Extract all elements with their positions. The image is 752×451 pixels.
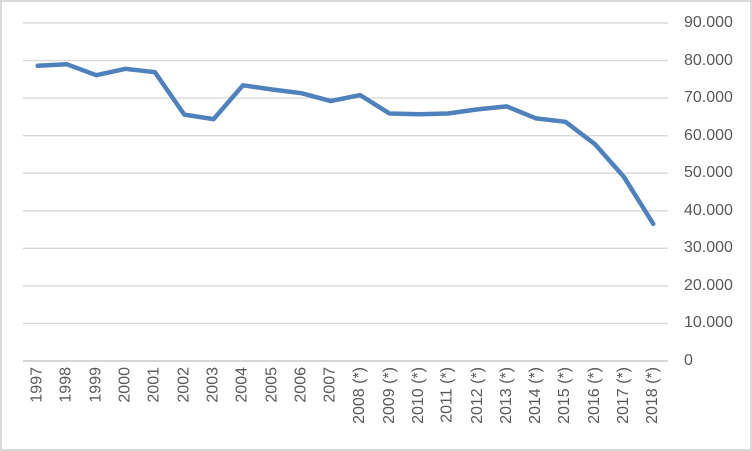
y-tick-label: 40.000 bbox=[684, 201, 733, 219]
data-series-line bbox=[35, 62, 656, 227]
y-tick-label: 30.000 bbox=[684, 239, 733, 257]
x-tick-label: 1999 bbox=[87, 367, 105, 403]
x-tick-label: 1997 bbox=[28, 367, 46, 403]
y-tick-label: 80.000 bbox=[684, 51, 733, 69]
x-tick-label: 2000 bbox=[116, 367, 134, 403]
y-tick-label: 10.000 bbox=[684, 314, 733, 332]
x-tick-label: 2006 bbox=[292, 367, 310, 403]
y-tick-label: 0 bbox=[684, 352, 693, 369]
x-tick-label: 2010 (*) bbox=[409, 367, 427, 424]
y-tick-label: 50.000 bbox=[684, 164, 733, 182]
y-tick-label: 70.000 bbox=[684, 89, 733, 107]
x-tick-label: 2001 bbox=[145, 367, 163, 403]
x-tick-label: 2014 (*) bbox=[527, 367, 545, 424]
x-tick-label: 2012 (*) bbox=[468, 367, 486, 424]
x-tick-label: 2004 bbox=[233, 367, 251, 403]
x-tick-label: 2009 (*) bbox=[380, 367, 398, 424]
y-tick-label: 60.000 bbox=[684, 126, 733, 144]
x-tick-label: 2011 (*) bbox=[439, 367, 457, 423]
x-tick-label: 2015 (*) bbox=[556, 367, 574, 424]
x-tick-label: 2013 (*) bbox=[497, 367, 515, 424]
x-tick-label: 2007 bbox=[321, 367, 339, 403]
x-tick-label: 2005 bbox=[263, 367, 281, 403]
x-tick-label: 2008 (*) bbox=[351, 367, 369, 424]
y-tick-label: 20.000 bbox=[684, 276, 733, 294]
x-tick-label: 2017 (*) bbox=[615, 367, 633, 424]
y-tick-label: 90.000 bbox=[684, 14, 733, 31]
x-tick-label: 2003 bbox=[204, 367, 222, 403]
x-tick-label: 2018 (*) bbox=[644, 367, 662, 424]
x-tick-label: 2016 (*) bbox=[585, 367, 603, 424]
x-tick-label: 2002 bbox=[175, 367, 193, 403]
x-tick-label: 1998 bbox=[57, 367, 75, 403]
